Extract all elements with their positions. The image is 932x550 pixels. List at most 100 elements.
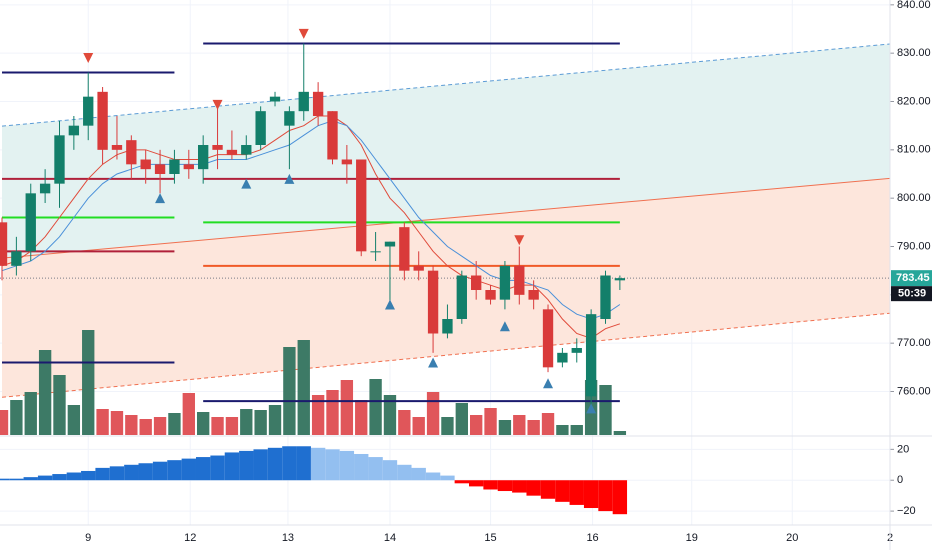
candle-body xyxy=(140,159,151,170)
candle-body xyxy=(226,149,238,155)
volume-bar xyxy=(24,392,37,435)
candle-body xyxy=(212,145,223,150)
volume-bar xyxy=(268,405,282,435)
countdown-label: 50:39 xyxy=(898,288,926,300)
volume-bar xyxy=(613,431,627,435)
volume-bar xyxy=(326,390,339,435)
oscillator-bar xyxy=(52,474,67,481)
candle-body xyxy=(456,275,467,319)
signal-marker xyxy=(543,378,554,389)
candle-body xyxy=(356,159,367,252)
oscillator-bar xyxy=(612,480,628,515)
signal-marker xyxy=(586,403,597,414)
volume-bar xyxy=(211,417,224,435)
volume-bar xyxy=(541,413,555,435)
volume-bar xyxy=(82,330,95,435)
volume-bar xyxy=(570,425,583,435)
candle-body xyxy=(442,319,453,334)
y-tick-label: 810.00 xyxy=(897,144,931,156)
candle-body xyxy=(198,145,209,170)
osc-tick-label: −20 xyxy=(897,505,916,517)
signal-marker xyxy=(384,299,395,310)
y-tick-label: 770.00 xyxy=(897,337,931,349)
volume-bar xyxy=(412,417,425,435)
candle-body xyxy=(614,278,626,281)
candle-body xyxy=(585,314,597,397)
countdown-box xyxy=(891,286,932,302)
volume-bar xyxy=(240,409,253,435)
signal-marker xyxy=(155,193,166,204)
x-tick-label: 14 xyxy=(384,532,396,544)
volume-bar xyxy=(426,392,440,435)
candle-body xyxy=(528,290,539,300)
candle-body xyxy=(471,275,482,290)
signal-marker xyxy=(241,178,252,189)
signal-marker xyxy=(212,99,223,110)
oscillator-bar xyxy=(354,453,369,481)
candle-body xyxy=(370,251,381,253)
oscillator-bar xyxy=(167,460,182,481)
candle-body xyxy=(39,183,51,194)
volume-bar xyxy=(355,400,368,435)
volume-bar xyxy=(53,375,66,435)
volume-bar xyxy=(254,410,267,435)
plot-layer xyxy=(0,28,890,515)
volume-bar xyxy=(498,420,512,435)
x-tick-label: 20 xyxy=(786,532,798,544)
oscillator-bar xyxy=(382,460,398,481)
oscillator-bar xyxy=(425,472,441,481)
x-tick-label: 19 xyxy=(686,532,698,544)
candle-body xyxy=(571,348,582,353)
oscillator-bar xyxy=(37,475,53,481)
last-price-label: 783.45 xyxy=(896,272,930,284)
oscillator-bar xyxy=(181,458,196,481)
candle-body xyxy=(485,290,496,300)
candle-body xyxy=(111,145,123,150)
candle-body xyxy=(298,91,309,112)
volume-bar xyxy=(10,400,23,435)
candle-body xyxy=(126,140,137,165)
y-tick-label: 790.00 xyxy=(897,240,931,252)
candle-body xyxy=(514,265,525,295)
volume-bar xyxy=(67,405,81,435)
oscillator-bar xyxy=(239,450,254,481)
candle-body xyxy=(11,251,22,266)
candle-body xyxy=(427,270,439,334)
candle-body xyxy=(83,96,94,126)
x-tick-label: 16 xyxy=(586,532,598,544)
volume-bar xyxy=(484,408,497,435)
candle-body xyxy=(68,125,80,136)
signal-marker xyxy=(428,357,439,368)
oscillator-bar xyxy=(339,450,355,481)
volume-bar xyxy=(297,340,310,435)
osc-tick-label: 20 xyxy=(897,443,909,455)
channel-lower-line xyxy=(1,312,891,398)
channel-middle-line xyxy=(1,177,891,259)
volume-bar xyxy=(96,409,109,435)
volume-bar xyxy=(110,411,124,435)
candle-body xyxy=(557,352,568,363)
signal-marker xyxy=(83,53,94,63)
candle-body xyxy=(241,145,252,155)
volume-bar xyxy=(125,415,138,435)
x-tick-label: 9 xyxy=(85,532,91,544)
volume-bar xyxy=(182,393,195,435)
oscillator-bar xyxy=(497,480,513,492)
x-tick-label: 12 xyxy=(184,532,196,544)
x-tick-label: 15 xyxy=(484,532,496,544)
volume-bar xyxy=(168,413,181,435)
candle-body xyxy=(154,164,166,174)
last-price-box xyxy=(891,270,932,287)
candle-body xyxy=(0,222,8,266)
oscillator-bar xyxy=(210,455,225,481)
volume-bar xyxy=(470,415,483,435)
signal-marker xyxy=(514,235,525,246)
oscillator-bar xyxy=(583,480,599,509)
oscillator-bar xyxy=(569,480,584,505)
volume-bar xyxy=(599,385,612,435)
oscillator-bar xyxy=(440,475,455,481)
y-tick-label: 800.00 xyxy=(897,192,931,204)
oscillator-bar xyxy=(282,446,297,481)
candle-body xyxy=(169,159,180,174)
